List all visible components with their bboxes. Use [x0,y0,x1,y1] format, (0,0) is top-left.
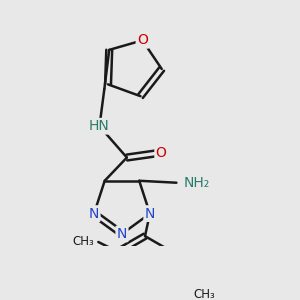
Text: CH₃: CH₃ [194,288,215,300]
Text: O: O [156,146,167,160]
Text: NH₂: NH₂ [183,176,209,190]
Text: N: N [117,227,127,241]
Text: N: N [145,207,155,220]
Text: CH₃: CH₃ [73,236,94,248]
Text: O: O [137,33,148,47]
Text: HN: HN [89,119,110,133]
Text: N: N [89,207,99,220]
